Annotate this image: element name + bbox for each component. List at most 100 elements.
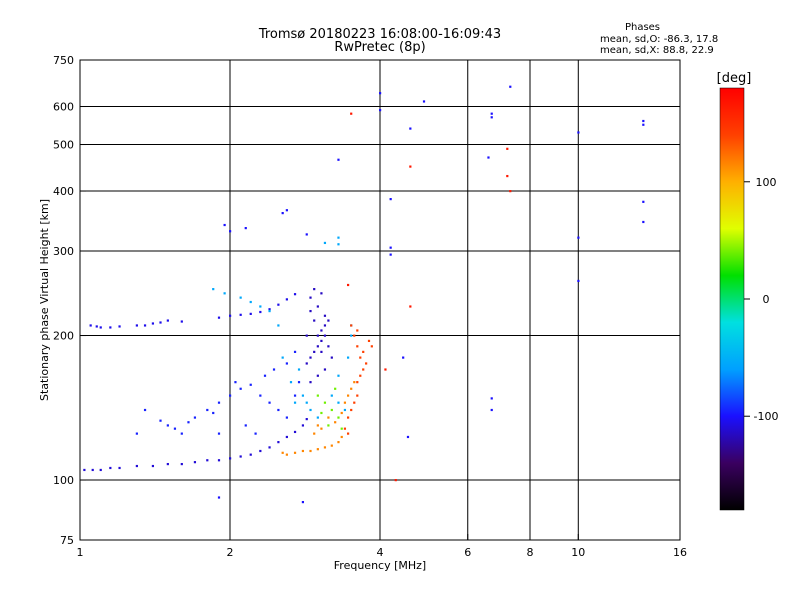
data-point [490,116,493,119]
data-point [422,100,426,103]
data-point [305,362,308,365]
data-point [359,374,362,377]
data-point [323,401,327,404]
data-point [277,408,280,412]
data-point [316,394,319,397]
data-point [350,112,353,115]
data-point [159,321,162,324]
data-point [173,427,177,430]
data-point [337,243,340,246]
data-point [281,451,284,454]
data-point [159,419,162,422]
data-point [309,381,312,384]
data-point [118,466,121,470]
data-point [346,356,350,359]
data-point [340,427,343,430]
data-point [301,394,305,397]
data-point [285,453,288,456]
data-point [301,500,305,504]
data-point [268,309,271,313]
data-point [309,449,312,453]
data-point [389,253,392,256]
x-tick-label: 1 [77,546,84,559]
data-point [281,356,284,359]
colorbar-tick-label: 100 [756,176,777,189]
data-point [166,462,169,466]
y-tick-label: 600 [53,101,74,114]
chart-title: Tromsø 20180223 16:08:00-16:09:43 [258,27,502,42]
colorbar [719,87,745,511]
data-point [340,435,343,439]
data-point [263,374,267,377]
data-point [180,320,183,323]
data-point [406,435,410,439]
chart-subtitle: RwPretec (8p) [334,40,426,55]
data-point [151,464,155,468]
data-point [293,394,297,397]
data-point [239,387,242,390]
data-point [143,324,147,327]
data-point [285,435,288,439]
data-point [356,394,359,397]
data-point [346,394,350,397]
data-point [384,368,387,371]
data-point [337,236,340,239]
data-point [259,394,262,397]
data-point [239,313,242,316]
data-point [316,416,319,419]
data-point [293,451,297,454]
data-point [506,174,509,178]
data-point [305,418,308,421]
data-point [316,448,319,451]
data-point [490,408,493,412]
data-point [577,236,580,239]
data-point [353,334,356,337]
y-tick-label: 200 [53,330,74,343]
data-point [340,411,343,415]
data-point [309,356,312,359]
data-point [356,329,359,332]
data-point [389,198,392,201]
data-point [389,246,392,249]
data-point [297,381,301,384]
data-point [409,305,412,308]
grid-lines [80,60,680,540]
data-point [305,334,308,337]
data-point [330,356,333,359]
data-point [337,441,340,444]
data-point [642,123,645,126]
data-point [272,368,276,371]
data-point [180,462,183,466]
data-point [313,432,316,435]
x-tick-label: 8 [527,546,534,559]
data-point [506,147,509,150]
data-point [642,119,645,123]
data-point [305,233,308,236]
y-tick-label: 300 [53,245,74,258]
data-point [316,424,319,427]
data-point [277,324,280,327]
data-point [346,432,350,435]
data-point [229,394,232,397]
data-point [193,461,197,464]
data-point [362,368,365,371]
data-point [244,424,247,427]
data-point [323,314,327,317]
data-point [409,127,412,130]
data-point [223,292,226,295]
data-point [490,112,493,115]
data-point [180,432,183,435]
data-point [409,165,412,168]
data-point [244,227,247,230]
data-point [337,374,340,377]
data-point [285,416,288,419]
data-point [313,319,316,322]
colorbar-tick-label: -100 [754,410,779,423]
data-point [135,432,138,435]
data-point [135,464,138,468]
data-point [330,394,333,397]
data-point [206,459,209,462]
data-point [239,296,242,299]
data-point [143,408,147,412]
